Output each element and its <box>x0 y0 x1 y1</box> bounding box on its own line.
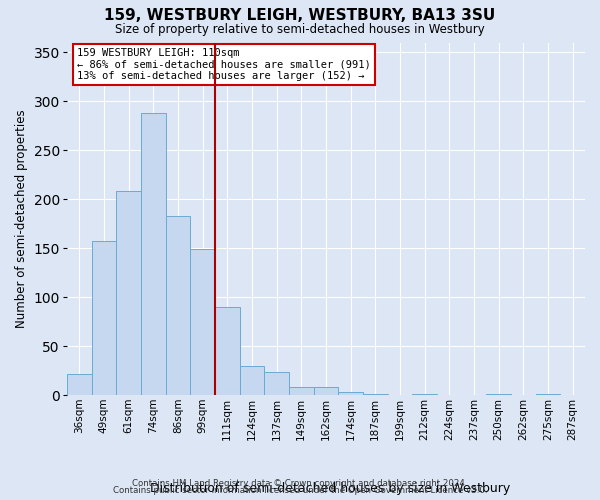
Bar <box>536 394 560 395</box>
Bar <box>239 366 264 395</box>
Bar <box>67 374 92 395</box>
Text: Contains public sector information licensed under the Open Government Licence v3: Contains public sector information licen… <box>113 486 487 495</box>
Text: Size of property relative to semi-detached houses in Westbury: Size of property relative to semi-detach… <box>115 22 485 36</box>
Bar <box>289 388 314 395</box>
Bar <box>215 307 239 395</box>
Bar <box>487 394 511 395</box>
Text: 159, WESTBURY LEIGH, WESTBURY, BA13 3SU: 159, WESTBURY LEIGH, WESTBURY, BA13 3SU <box>104 8 496 22</box>
Y-axis label: Number of semi-detached properties: Number of semi-detached properties <box>15 110 28 328</box>
Bar <box>141 113 166 395</box>
Bar <box>92 242 116 395</box>
Bar <box>412 394 437 395</box>
Bar <box>363 394 388 395</box>
Bar <box>190 249 215 395</box>
Bar <box>338 392 363 395</box>
Text: 159 WESTBURY LEIGH: 110sqm
← 86% of semi-detached houses are smaller (991)
13% o: 159 WESTBURY LEIGH: 110sqm ← 86% of semi… <box>77 48 371 81</box>
Bar <box>264 372 289 395</box>
Text: Contains HM Land Registry data © Crown copyright and database right 2024.: Contains HM Land Registry data © Crown c… <box>132 478 468 488</box>
Bar <box>314 388 338 395</box>
Bar <box>116 192 141 395</box>
Text: Distribution of semi-detached houses by size in Westbury: Distribution of semi-detached houses by … <box>150 482 510 495</box>
Bar <box>166 216 190 395</box>
